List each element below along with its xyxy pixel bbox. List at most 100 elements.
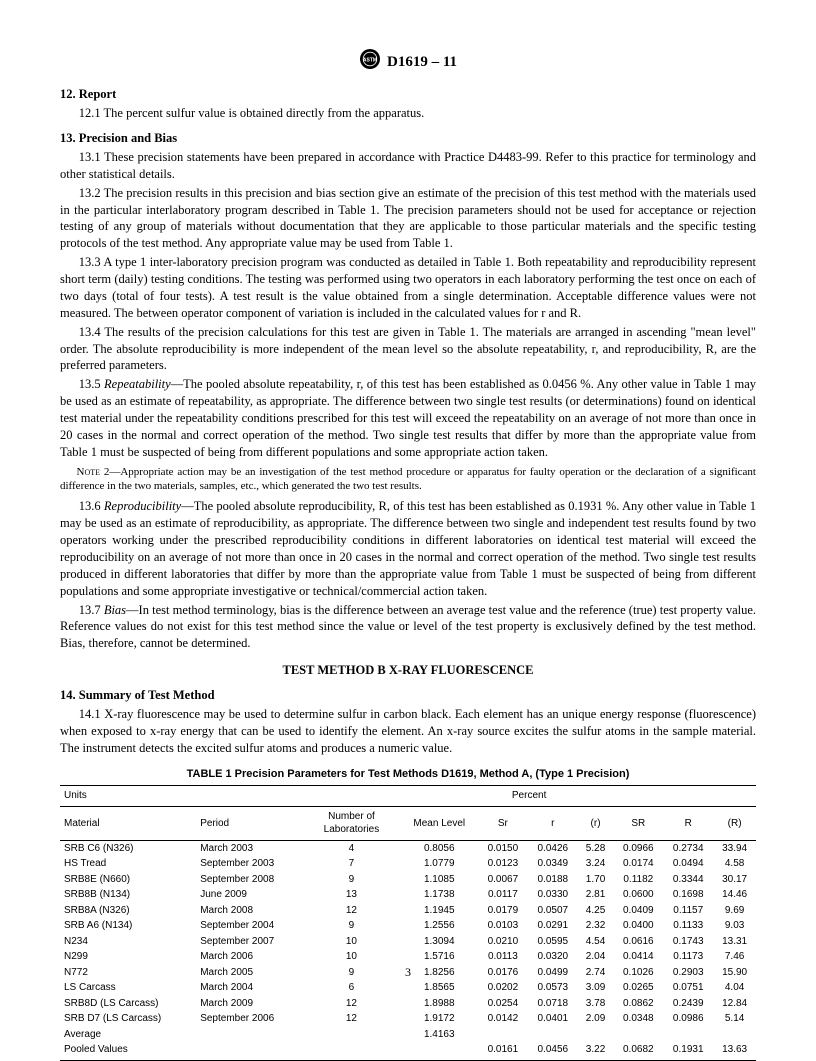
table-cell: 1.1945	[401, 903, 478, 919]
table-cell: SRB D7 (LS Carcass)	[60, 1011, 196, 1027]
table-cell: 0.0751	[663, 980, 713, 996]
table-cell: 10	[302, 934, 400, 950]
table-cell: Pooled Values	[60, 1042, 196, 1060]
table-cell: 0.0067	[478, 872, 528, 888]
table-cell: 1.2556	[401, 918, 478, 934]
table-cell: March 2004	[196, 980, 302, 996]
col-R: R	[663, 806, 713, 840]
para-13-5-number: 13.5	[79, 377, 104, 391]
table-cell	[613, 1027, 663, 1043]
table-row: SRB A6 (N134)September 200491.25560.0103…	[60, 918, 756, 934]
col-mean: Mean Level	[401, 806, 478, 840]
table-cell: 0.0409	[613, 903, 663, 919]
table-cell	[478, 1027, 528, 1043]
col-labs: Number of Laboratories	[302, 806, 400, 840]
table-cell: 0.0414	[613, 949, 663, 965]
units-value: Percent	[302, 786, 756, 807]
para-14-1: 14.1 X-ray fluorescence may be used to d…	[60, 706, 756, 757]
table-cell: SRB8E (N660)	[60, 872, 196, 888]
table-row: Pooled Values0.01610.04563.220.06820.193…	[60, 1042, 756, 1060]
col-SR: SR	[613, 806, 663, 840]
table-cell: 0.0595	[528, 934, 578, 950]
table-cell: 2.04	[578, 949, 614, 965]
section-14-title: 14. Summary of Test Method	[60, 687, 756, 704]
table-cell: 1.5716	[401, 949, 478, 965]
table-cell: 12	[302, 996, 400, 1012]
table-cell: 5.14	[713, 1011, 756, 1027]
table-cell: 0.0682	[613, 1042, 663, 1060]
table-row: SRB8B (N134)June 2009131.17380.01170.033…	[60, 887, 756, 903]
para-12-1: 12.1 The percent sulfur value is obtaine…	[60, 105, 756, 122]
table-cell: 0.0188	[528, 872, 578, 888]
table-cell: 0.0400	[613, 918, 663, 934]
col-material: Material	[60, 806, 196, 840]
table-cell: SRB8D (LS Carcass)	[60, 996, 196, 1012]
note-2: Note 2—Appropriate action may be an inve…	[60, 465, 756, 495]
table-cell: SRB C6 (N326)	[60, 840, 196, 856]
para-13-6-term: Reproducibility	[104, 499, 181, 513]
table-cell: 0.8056	[401, 840, 478, 856]
note-2-label: Note 2—	[77, 466, 121, 478]
table-cell: 0.1698	[663, 887, 713, 903]
table-cell: March 2009	[196, 996, 302, 1012]
table-cell: 9.03	[713, 918, 756, 934]
table-cell: 0.0202	[478, 980, 528, 996]
para-13-7: 13.7 Bias—In test method terminology, bi…	[60, 602, 756, 653]
table-cell	[663, 1027, 713, 1043]
table-cell: 0.0718	[528, 996, 578, 1012]
table-cell: 13.63	[713, 1042, 756, 1060]
table-cell: 3.22	[578, 1042, 614, 1060]
table-cell: 1.1085	[401, 872, 478, 888]
table-cell: 0.0401	[528, 1011, 578, 1027]
table-cell: 0.0456	[528, 1042, 578, 1060]
table-row: SRB8D (LS Carcass)March 2009121.89880.02…	[60, 996, 756, 1012]
table-cell: HS Tread	[60, 856, 196, 872]
table-row: LS CarcassMarch 200461.85650.02020.05733…	[60, 980, 756, 996]
table-cell: 3.78	[578, 996, 614, 1012]
table-cell: 13	[302, 887, 400, 903]
table-cell: September 2003	[196, 856, 302, 872]
table-cell	[713, 1027, 756, 1043]
table-row: N299March 2006101.57160.01130.03202.040.…	[60, 949, 756, 965]
table-cell: N299	[60, 949, 196, 965]
para-13-1: 13.1 These precision statements have bee…	[60, 149, 756, 183]
table-cell: 0.0862	[613, 996, 663, 1012]
table-cell: 0.3344	[663, 872, 713, 888]
table-cell: 0.0330	[528, 887, 578, 903]
note-2-text: Appropriate action may be an investigati…	[60, 466, 756, 493]
table-cell: LS Carcass	[60, 980, 196, 996]
table-cell	[578, 1027, 614, 1043]
table-cell: 0.0291	[528, 918, 578, 934]
table-cell: 3.09	[578, 980, 614, 996]
table-cell: 0.0161	[478, 1042, 528, 1060]
table-cell: June 2009	[196, 887, 302, 903]
table-cell: 0.0123	[478, 856, 528, 872]
table-cell: 0.0265	[613, 980, 663, 996]
table-cell: 0.1173	[663, 949, 713, 965]
table-cell: 13.31	[713, 934, 756, 950]
table-cell: 0.1133	[663, 918, 713, 934]
para-13-7-term: Bias	[104, 603, 126, 617]
table-cell: 7.46	[713, 949, 756, 965]
table-cell: SRB A6 (N134)	[60, 918, 196, 934]
table-row: HS TreadSeptember 200371.07790.01230.034…	[60, 856, 756, 872]
table-cell: 0.0507	[528, 903, 578, 919]
table-cell: 5.28	[578, 840, 614, 856]
table-cell: 0.1182	[613, 872, 663, 888]
table-cell: 33.94	[713, 840, 756, 856]
table-cell: 1.70	[578, 872, 614, 888]
table-cell: Average	[60, 1027, 196, 1043]
table-row: SRB D7 (LS Carcass)September 2006121.917…	[60, 1011, 756, 1027]
table-cell: 0.1157	[663, 903, 713, 919]
table-cell: 4.58	[713, 856, 756, 872]
page-number: 3	[60, 964, 756, 980]
table-cell: 1.8565	[401, 980, 478, 996]
table-cell	[196, 1027, 302, 1043]
table-cell: 2.32	[578, 918, 614, 934]
precision-table: Units Percent Material Period Number of …	[60, 785, 756, 1061]
table-cell: March 2003	[196, 840, 302, 856]
table-cell	[528, 1027, 578, 1043]
table-units-row: Units Percent	[60, 786, 756, 807]
section-12-title: 12. Report	[60, 86, 756, 103]
table-cell: 0.1743	[663, 934, 713, 950]
